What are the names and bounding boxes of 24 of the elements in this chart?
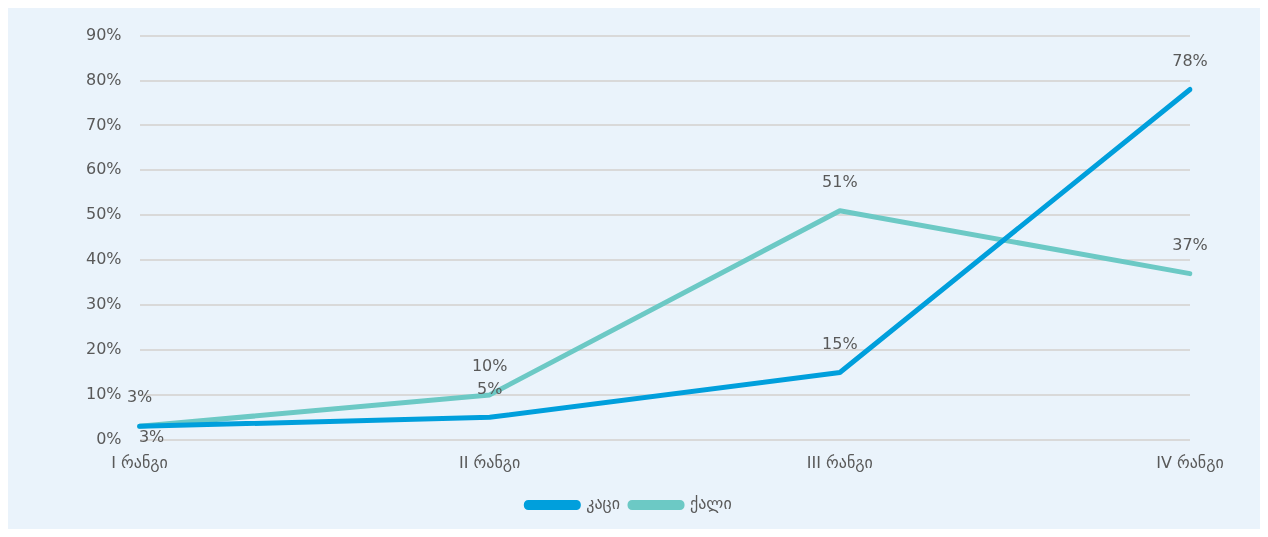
data-label: 51%	[822, 171, 858, 191]
y-tick-label: 10%	[86, 384, 122, 404]
legend-label: ქალი	[690, 494, 732, 514]
data-label: 3%	[138, 427, 165, 447]
y-tick-label: 50%	[86, 204, 122, 224]
y-tick-label: 70%	[86, 114, 122, 134]
data-label: 37%	[1172, 234, 1208, 254]
data-label: 15%	[822, 333, 858, 353]
y-tick-label: 90%	[86, 24, 122, 44]
data-label: 10%	[471, 356, 508, 376]
data-label: 78%	[1172, 50, 1208, 70]
y-tick-label: 30%	[86, 294, 122, 314]
y-tick-label: 0%	[96, 428, 122, 448]
legend-label: კაცი	[586, 494, 621, 514]
x-tick-label: III რანგი	[806, 452, 873, 472]
data-label: 3%	[126, 387, 153, 407]
y-tick-label: 20%	[86, 339, 122, 359]
y-tick-label: 80%	[86, 69, 122, 89]
y-tick-label: 40%	[86, 249, 122, 269]
x-tick-label: II რანგი	[459, 452, 521, 472]
x-tick-label: I რანგი	[111, 452, 168, 472]
y-tick-label: 60%	[86, 159, 122, 179]
data-label: 5%	[477, 378, 503, 398]
x-tick-label: IV რანგი	[1156, 452, 1224, 472]
